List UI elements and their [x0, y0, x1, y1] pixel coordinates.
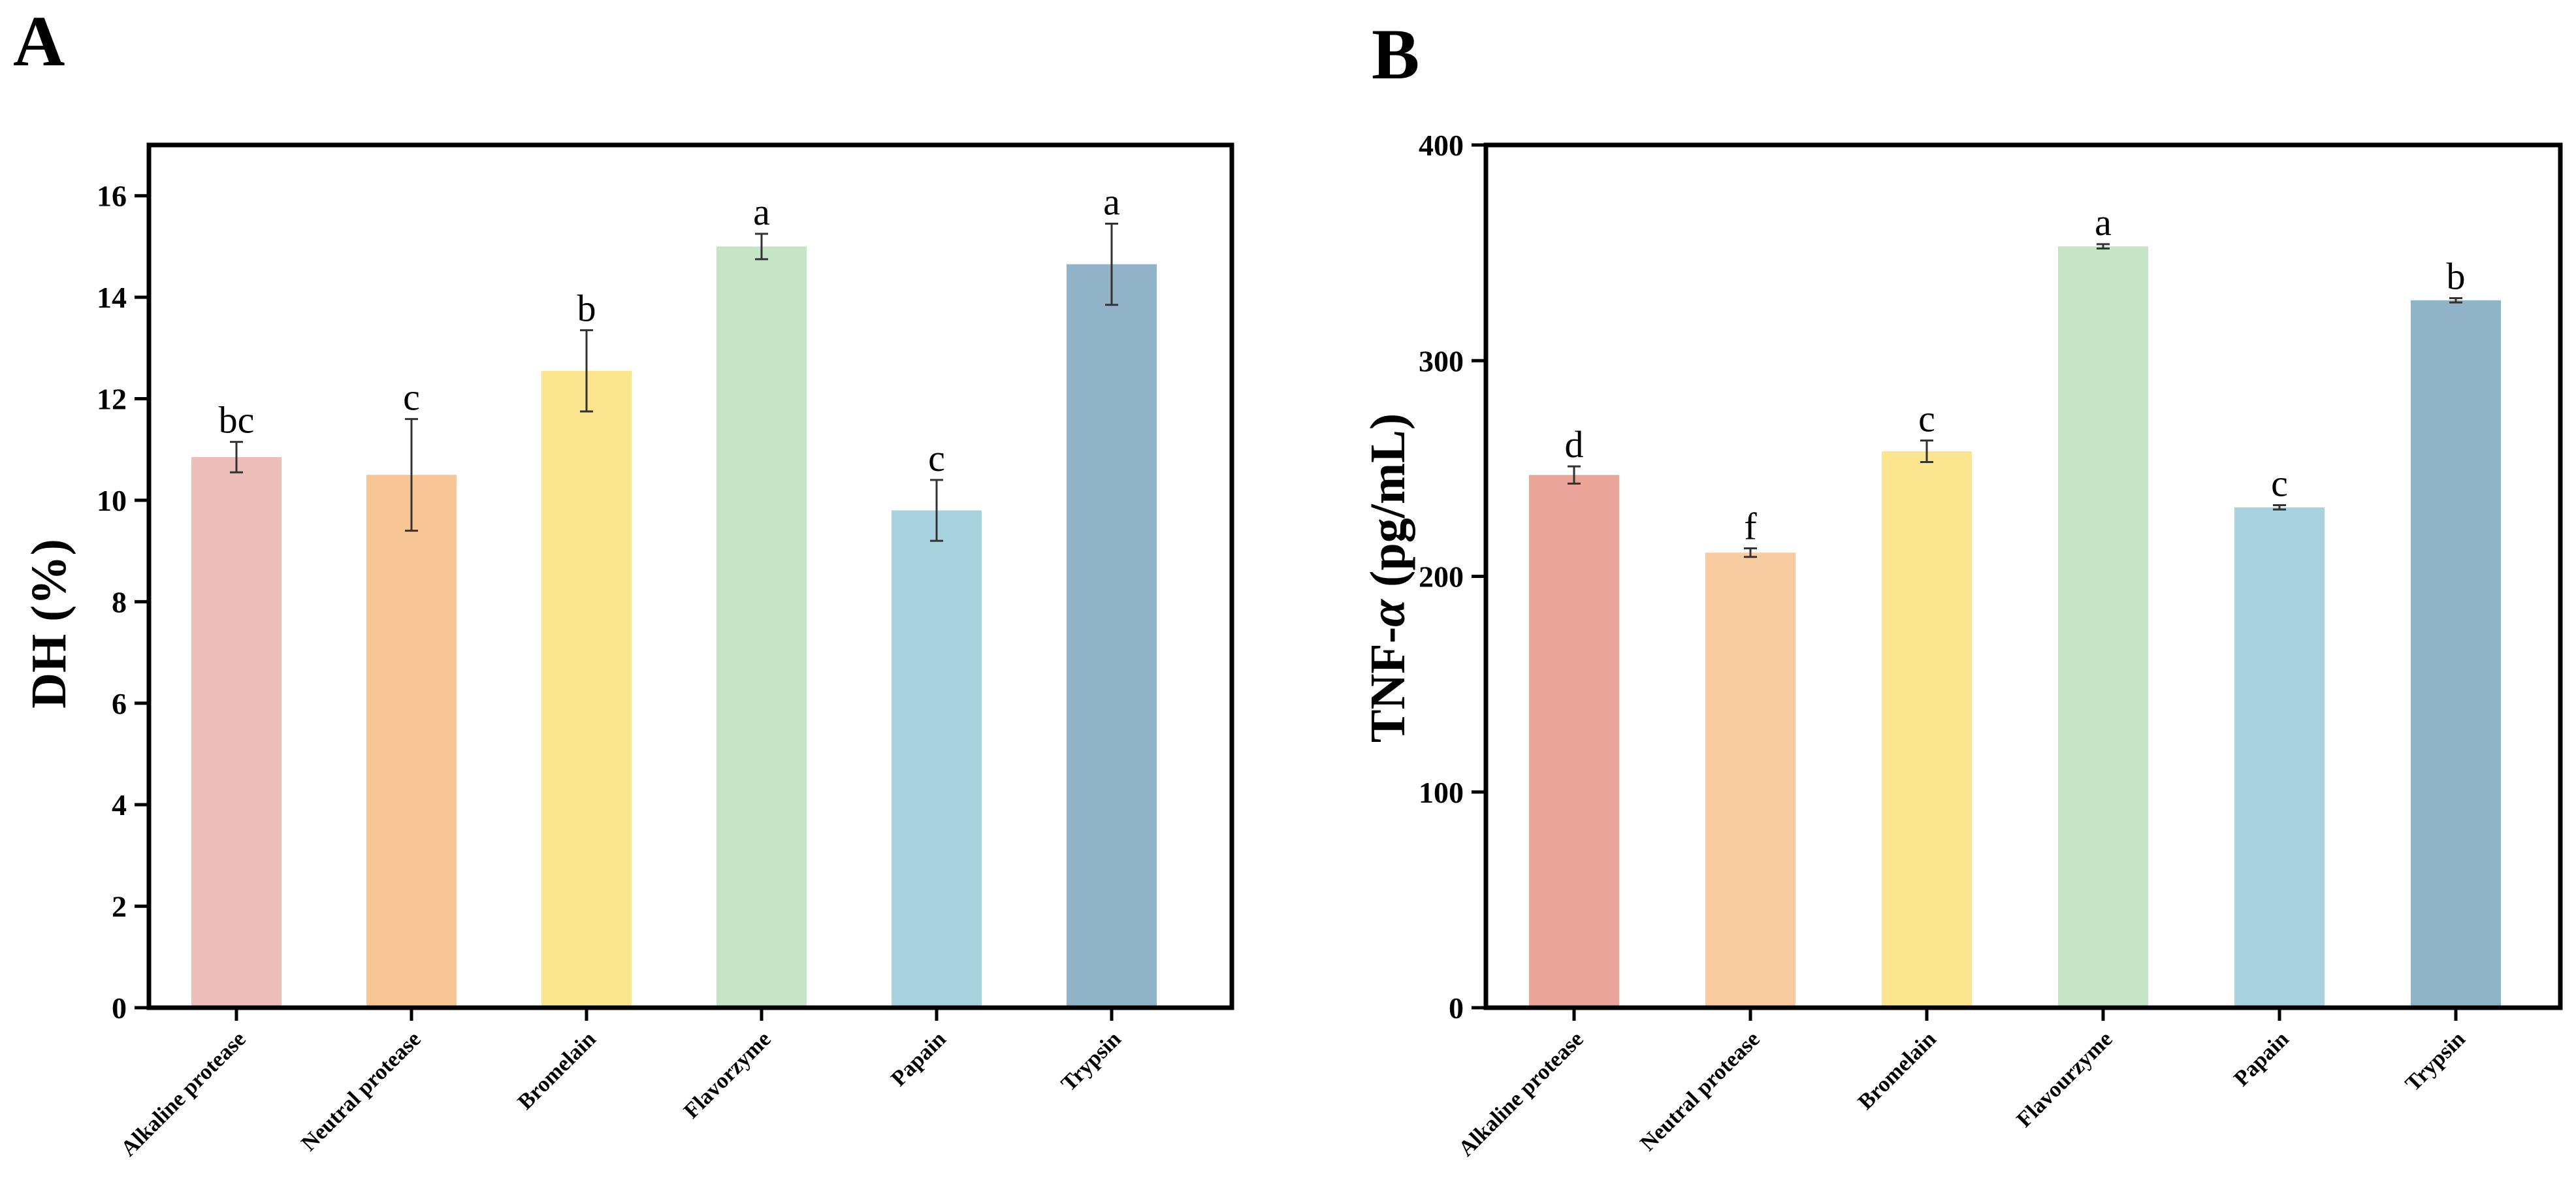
panel-b-significance-label: b [2447, 255, 2466, 297]
panel-b-significance-label: a [2095, 201, 2112, 244]
panel-a-y-tick-label: 6 [112, 687, 127, 720]
panel-b-y-label-unit: (pg/mL) [1360, 413, 1415, 600]
panel-a-y-tick-label: 0 [112, 991, 127, 1025]
panel-a-bar [541, 370, 632, 1008]
panel-a-significance-label: b [577, 287, 596, 330]
panel-a-bar [1067, 264, 1157, 1008]
panel-b-plot-area: d f c a c b 0 100 200 300 400 Alkaline protease Neut… [1419, 129, 2563, 1161]
panel-a-y-tick-label: 12 [97, 383, 127, 416]
panel-a-bar [716, 246, 807, 1008]
panel-b-y-tick-label: 0 [1449, 991, 1464, 1025]
panel-b-significance-label: c [2271, 462, 2288, 505]
panel-a-x-tick-label: Bromelain [513, 1027, 601, 1114]
panel-a-y-tick-label: 8 [112, 585, 127, 618]
panel-a-y-tick-label: 10 [97, 484, 127, 517]
panel-a-significance-label: c [403, 376, 420, 419]
panel-a-bar [366, 475, 457, 1008]
panel-b: B TNF-α (pg/mL) d f c a c b 0 100 200 300 400 Alkal… [1360, 14, 2563, 1161]
panel-b-bar [1529, 475, 1619, 1008]
panel-b-bar [2234, 507, 2325, 1008]
panel-a-x-tick-label: Papain [886, 1027, 950, 1091]
panel-a-significance-label: bc [219, 399, 255, 441]
panel-b-x-tick-label: Flavourzyme [2012, 1027, 2117, 1132]
panel-b-x-tick-label: Alkaline protease [1454, 1027, 1588, 1161]
panel-a-letter: A [13, 1, 65, 81]
panel-a-significance-label: a [753, 191, 770, 233]
panel-a-y-tick-label: 2 [112, 890, 127, 923]
panel-b-y-tick-label: 300 [1419, 344, 1464, 377]
panel-a-axes-frame [146, 142, 1234, 1010]
panel-b-x-tick-label: Trypsin [2401, 1027, 2470, 1096]
panel-a: A DH (%) bc c b a c a 0 2 4 6 8 10 12 14 16 Alkaline pr… [13, 1, 1234, 1161]
panel-a-bar [892, 510, 982, 1008]
panel-b-significance-label: d [1565, 423, 1584, 466]
panel-a-x-tick-label: Trypsin [1057, 1027, 1126, 1096]
panel-b-y-tick-label: 400 [1419, 129, 1464, 162]
panel-b-bar [2411, 300, 2501, 1008]
panel-b-significance-label: f [1744, 505, 1757, 548]
panel-b-y-tick-label: 100 [1419, 776, 1464, 809]
panel-b-y-axis-label: TNF-α (pg/mL) [1360, 413, 1415, 743]
panel-a-x-tick-label: Alkaline protease [116, 1027, 250, 1161]
panel-b-axes-frame [1483, 142, 2563, 1010]
panel-b-significance-label: c [1918, 397, 1935, 440]
panel-b-letter: B [1372, 14, 1419, 94]
panel-a-y-tick-label: 14 [97, 281, 127, 314]
panel-a-x-tick-label: Neutral protease [297, 1027, 425, 1155]
panel-a-x-tick-label: Flavorzyme [679, 1027, 776, 1123]
panel-b-bar [1882, 451, 1972, 1008]
panel-a-y-axis-label: DH (%) [22, 539, 76, 709]
panel-b-y-tick-label: 200 [1419, 560, 1464, 594]
panel-b-x-tick-label: Papain [2229, 1027, 2293, 1091]
panel-b-x-tick-label: Bromelain [1854, 1027, 1941, 1114]
panel-b-y-label-alpha: α [1360, 598, 1415, 627]
panel-a-significance-label: c [928, 437, 945, 479]
panel-b-x-tick-label: Neutral protease [1635, 1027, 1764, 1155]
panel-a-y-tick-label: 16 [97, 180, 127, 213]
panel-a-y-tick-label: 4 [112, 788, 127, 822]
panel-a-bar [191, 457, 282, 1008]
panel-b-bar [1705, 553, 1795, 1008]
panel-a-significance-label: a [1103, 180, 1120, 223]
panel-b-y-label-prefix: TNF- [1360, 627, 1415, 743]
panel-b-bar [2058, 246, 2148, 1008]
panel-a-plot-area: bc c b a c a 0 2 4 6 8 10 12 14 16 Alkaline protease Neu… [97, 142, 1234, 1161]
